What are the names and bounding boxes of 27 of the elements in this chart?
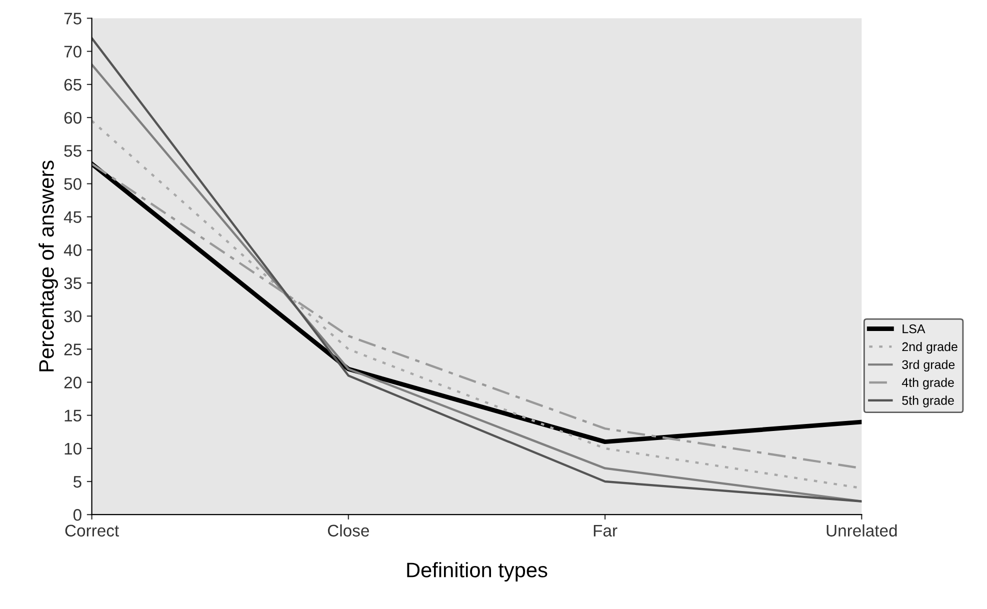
legend-label: LSA	[902, 324, 926, 334]
x-tick-label: Close	[328, 524, 369, 537]
x-tick-label: Correct	[65, 524, 119, 537]
legend-label: 5th grade	[902, 396, 954, 408]
y-tick-label: 10	[64, 442, 82, 455]
x-tick-label: Unrelated	[826, 524, 897, 537]
y-tick-label: 60	[64, 112, 82, 124]
y-tick-label: 15	[64, 410, 82, 422]
y-tick-label: 30	[64, 310, 82, 322]
y-tick-label: 75	[64, 12, 82, 24]
y-tick-label: 55	[64, 145, 82, 157]
legend-label: 4th grade	[902, 378, 954, 390]
y-tick-label: 45	[64, 211, 82, 224]
y-tick-label: 40	[64, 244, 82, 256]
y-tick-label: 70	[64, 46, 82, 58]
y-tick-label: 25	[64, 344, 82, 356]
legend-label: 3rd grade	[902, 360, 955, 372]
y-tick-label: 20	[64, 376, 82, 388]
y-tick-label: 0	[73, 509, 82, 521]
y-tick-label: 50	[64, 178, 82, 190]
y-tick-label: 35	[64, 277, 82, 290]
legend-label: 2nd grade	[902, 342, 958, 354]
y-tick-label: 5	[73, 476, 82, 488]
x-axis-title: Definition types	[407, 562, 548, 582]
x-tick-label: Far	[594, 524, 618, 537]
y-tick-label: 65	[64, 78, 82, 91]
y-axis-title: Percentage of answers	[38, 160, 58, 372]
